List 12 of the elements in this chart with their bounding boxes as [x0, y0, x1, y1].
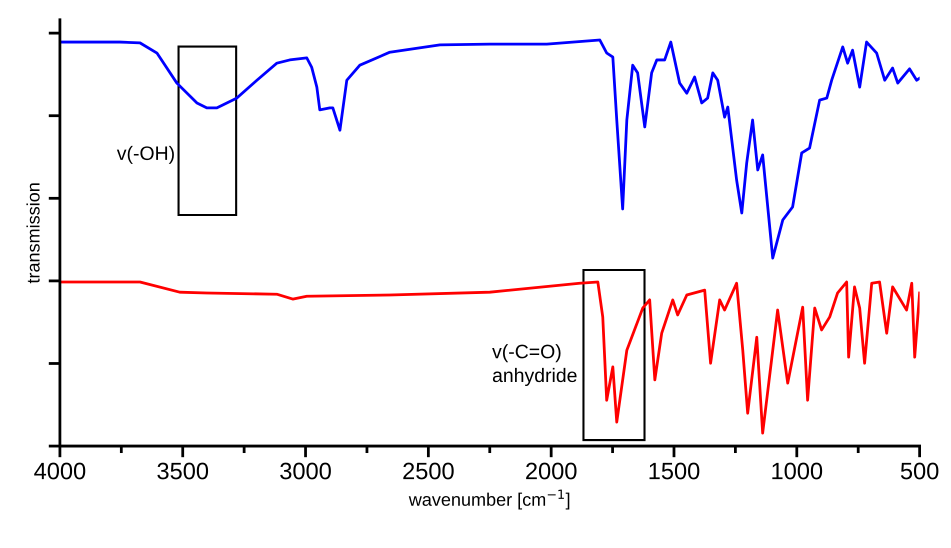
annotation: v(-OH) [116, 146, 174, 164]
x-tick-label: 3000 [280, 462, 331, 480]
x-tick-label: 3500 [157, 462, 208, 480]
x-tick-label: 2500 [403, 462, 454, 480]
x-tick-label: 4000 [34, 462, 86, 480]
y-axis-title: transmission [26, 183, 40, 284]
x-tick-label: 2000 [526, 462, 577, 480]
x-tick-label: 1000 [772, 462, 822, 480]
annotation: v(-C=O) anhydride [492, 344, 577, 386]
x-tick-label: 1500 [650, 462, 700, 480]
x-axis-title: wavenumber [cm$^{−1}$] [408, 490, 570, 510]
x-tick-label: 500 [900, 462, 938, 480]
